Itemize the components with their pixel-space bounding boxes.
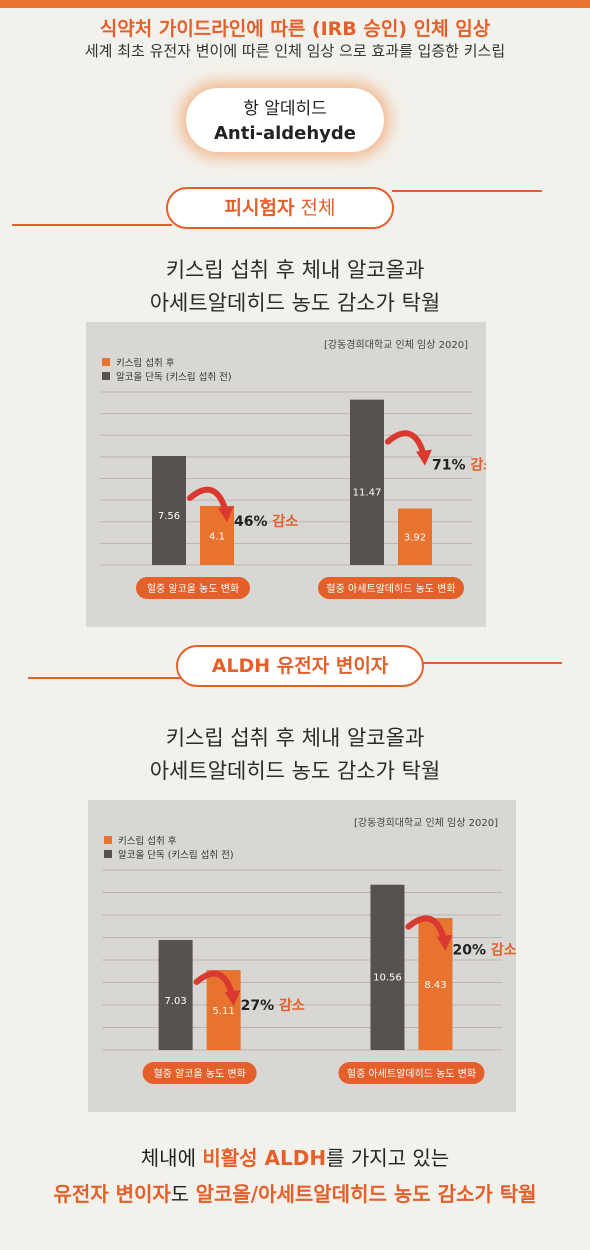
section1-claim-line2: 아세트알데히드 농도 감소가 탁월 bbox=[149, 291, 441, 315]
reduction-annotation: 46% 감소 bbox=[234, 513, 298, 530]
bar-after bbox=[206, 970, 241, 1050]
section1-claim: 키스립 섭취 후 체내 알코올과 아세트알데히드 농도 감소가 탁월 bbox=[0, 254, 590, 320]
section2-badge: ALDH 유전자 변이자 bbox=[176, 645, 424, 687]
footer-line1-b: 비활성 ALDH bbox=[202, 1146, 327, 1170]
section1-badge-normal: 전체 bbox=[294, 197, 336, 219]
top-accent-bar bbox=[0, 0, 590, 8]
bar-value-label: 7.56 bbox=[158, 511, 180, 522]
chart-source-label: [강동경희대학교 인체 임상 2020] bbox=[324, 338, 468, 351]
reduction-percent: 27% bbox=[241, 998, 275, 1014]
section2-divider-right bbox=[420, 662, 562, 664]
footer-line2-a: 유전자 변이자 bbox=[53, 1182, 171, 1206]
category-label: 혈중 아세트알데히드 농도 변화 bbox=[347, 1067, 476, 1080]
decrease-arrowhead bbox=[416, 449, 432, 466]
reduction-annotation: 27% 감소 bbox=[241, 997, 305, 1014]
category-pill bbox=[318, 577, 464, 599]
decrease-arrow bbox=[193, 970, 236, 999]
category-label: 혈중 아세트알데히드 농도 변화 bbox=[326, 582, 455, 595]
bar-after bbox=[398, 508, 432, 565]
bar-before bbox=[158, 939, 193, 1050]
bar-value-label: 4.1 bbox=[209, 531, 225, 542]
legend-label: 키스립 섭취 후 bbox=[118, 835, 177, 847]
reduction-percent: 46% bbox=[234, 514, 268, 530]
bar-value-label: 5.11 bbox=[212, 1006, 234, 1017]
footer-line1: 체내에 비활성 ALDH를 가지고 있는 bbox=[0, 1140, 590, 1176]
reduction-percent: 20% bbox=[452, 943, 486, 959]
category-pill bbox=[142, 1062, 257, 1084]
pill-korean-label: 항 알데히드 bbox=[243, 99, 327, 119]
reduction-word: 감소 bbox=[268, 513, 299, 530]
bar-before bbox=[370, 884, 405, 1050]
legend-label: 알코올 단독 (키스립 섭취 전) bbox=[118, 849, 234, 861]
decrease-arrowhead bbox=[218, 506, 234, 523]
decrease-arrowhead bbox=[436, 934, 453, 951]
reduction-word: 감소 bbox=[466, 457, 486, 474]
footer-line2-c: 알코올/아세트알데히드 농도 감소가 탁월 bbox=[195, 1182, 537, 1206]
section2-badge-bold: ALDH 유전자 변이자 bbox=[211, 655, 389, 677]
bar-value-label: 11.47 bbox=[353, 488, 382, 499]
section1-divider-left bbox=[12, 224, 172, 226]
bar-value-label: 3.92 bbox=[404, 533, 426, 544]
footer-line2: 유전자 변이자도 알코올/아세트알데히드 농도 감소가 탁월 bbox=[0, 1176, 590, 1212]
legend-label: 키스립 섭취 후 bbox=[116, 357, 175, 369]
legend-swatch bbox=[102, 358, 110, 366]
reduction-word: 감소 bbox=[486, 942, 516, 959]
section1-badge-bold: 피시험자 bbox=[224, 197, 295, 219]
footer-line1-c: 를 가지고 있는 bbox=[326, 1146, 450, 1170]
section2-claim-line1: 키스립 섭취 후 체내 알코올과 bbox=[165, 726, 425, 750]
section2-claim-line2: 아세트알데히드 농도 감소가 탁월 bbox=[149, 759, 441, 783]
page-subline: 세계 최초 유전자 변이에 따른 인체 임상 으로 효과를 입증한 키스립 bbox=[84, 42, 506, 60]
legend-swatch bbox=[104, 836, 112, 844]
footer-line2-b: 도 bbox=[170, 1182, 196, 1206]
page-headline: 식약처 가이드라인에 따른 (IRB 승인) 인체 임상 bbox=[99, 18, 491, 40]
reduction-percent: 71% bbox=[432, 458, 466, 474]
footer-line1-a: 체내에 bbox=[140, 1146, 203, 1170]
footer-statement: 체내에 비활성 ALDH를 가지고 있는 유전자 변이자도 알코올/아세트알데히… bbox=[0, 1140, 590, 1212]
legend-swatch bbox=[104, 850, 112, 858]
section1-claim-line1: 키스립 섭취 후 체내 알코올과 bbox=[165, 258, 425, 282]
section1-badge: 피시험자 전체 bbox=[166, 187, 394, 229]
reduction-word: 감소 bbox=[274, 997, 305, 1014]
decrease-arrow bbox=[405, 915, 448, 944]
category-label: 혈중 알코올 농도 변화 bbox=[153, 1067, 245, 1080]
category-pill bbox=[136, 577, 250, 599]
bar-value-label: 7.03 bbox=[164, 996, 186, 1007]
reduction-annotation: 71% 감소 bbox=[432, 457, 486, 474]
category-label: 혈중 알코올 농도 변화 bbox=[147, 582, 239, 595]
bar-value-label: 10.56 bbox=[373, 973, 402, 984]
decrease-arrowhead bbox=[224, 989, 241, 1006]
category-pill bbox=[338, 1062, 485, 1084]
reduction-annotation: 20% 감소 bbox=[452, 942, 516, 959]
legend-swatch bbox=[102, 372, 110, 380]
bar-before bbox=[152, 456, 186, 565]
section2-divider-left bbox=[28, 677, 184, 679]
section2-claim: 키스립 섭취 후 체내 알코올과 아세트알데히드 농도 감소가 탁월 bbox=[0, 722, 590, 788]
bar-value-label: 8.43 bbox=[424, 980, 446, 991]
pill-english-label: Anti-aldehyde bbox=[213, 123, 357, 144]
legend-label: 알코올 단독 (키스립 섭취 전) bbox=[116, 371, 232, 383]
section1-divider-right bbox=[392, 190, 542, 192]
anti-aldehyde-pill: 항 알데히드 Anti-aldehyde bbox=[186, 88, 384, 152]
bar-before bbox=[350, 399, 384, 565]
chart-source-label: [강동경희대학교 인체 임상 2020] bbox=[354, 816, 498, 829]
decrease-arrow bbox=[385, 430, 427, 459]
decrease-arrow bbox=[187, 486, 229, 516]
